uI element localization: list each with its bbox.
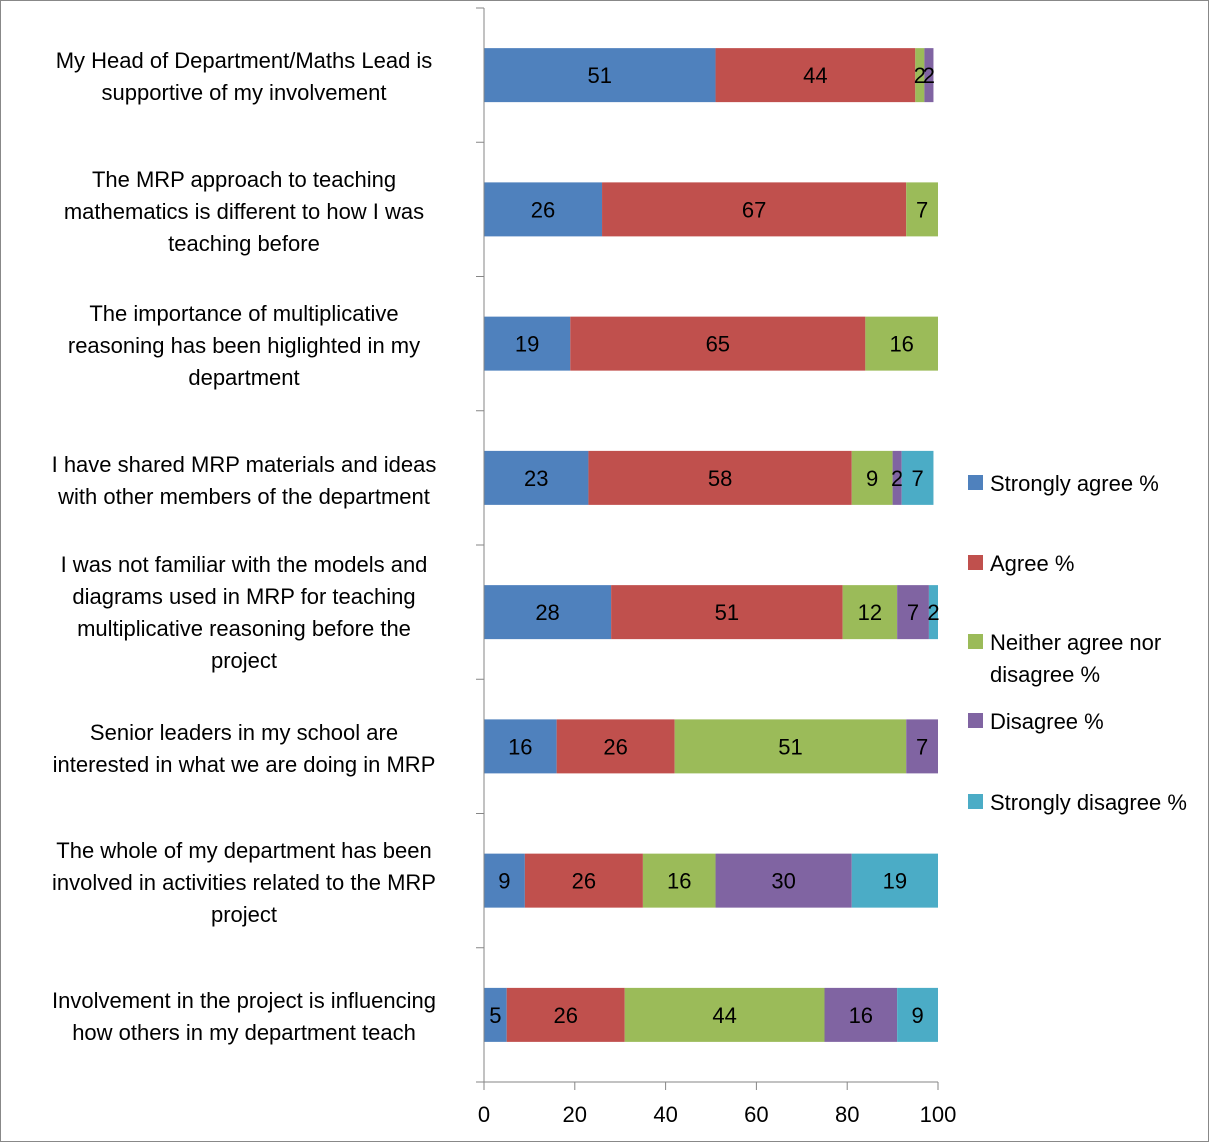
bar-segment [851, 450, 893, 505]
bar-segment [484, 450, 589, 505]
category-label: The whole of my department has been invol… [52, 838, 436, 927]
x-tick-label: 0 [478, 1102, 490, 1127]
data-label: 51 [588, 63, 612, 88]
data-label: 7 [907, 600, 919, 625]
bar-segment [624, 987, 825, 1042]
bar-segment [897, 585, 929, 640]
data-label: 58 [708, 466, 732, 491]
bar-segment [484, 48, 716, 103]
bar-segment [611, 585, 843, 640]
axes: 0 20 40 60 80 100 My Head of Department/Maths … [52, 7, 957, 1127]
bar-segment [865, 316, 938, 371]
data-label: 9 [498, 869, 510, 894]
data-label: 51 [715, 600, 739, 625]
legend-swatch [968, 794, 983, 809]
data-label: 5 [489, 1003, 501, 1028]
legend-label: Strongly agree % [990, 471, 1159, 496]
bar-segment [924, 48, 934, 103]
data-label: 2 [891, 466, 903, 491]
bar-segment [484, 719, 557, 774]
legend-label: Neither agree nor disagree % [990, 630, 1161, 687]
category-label: The importance of multiplicative reasonin… [68, 301, 420, 390]
data-label: 65 [706, 332, 730, 357]
category-label: Senior leaders in my school are intereste… [53, 720, 436, 777]
bar-segment [892, 450, 902, 505]
data-label: 26 [531, 197, 555, 222]
legend-swatch [968, 555, 983, 570]
data-label: 44 [712, 1003, 736, 1028]
data-label: 44 [803, 63, 827, 88]
category-label: I have shared MRP materials and ideas wit… [52, 452, 437, 509]
bar-segment [484, 853, 525, 908]
legend: Strongly agree % Agree % Neither agree nor… [968, 471, 1187, 815]
data-label: 7 [916, 734, 928, 759]
data-label: 26 [553, 1003, 577, 1028]
bar-segment [715, 48, 916, 103]
bar-segment [906, 182, 938, 237]
bar-segment [642, 853, 716, 908]
legend-label: Agree % [990, 551, 1074, 576]
bar-segment [570, 316, 866, 371]
data-label: 30 [771, 869, 795, 894]
x-tick-label: 60 [744, 1102, 768, 1127]
data-label: 16 [849, 1003, 873, 1028]
bar-segment [556, 719, 675, 774]
bar-segment [897, 987, 938, 1042]
bar-segment [842, 585, 898, 640]
legend-label: Strongly disagree % [990, 790, 1187, 815]
bar-segment [915, 48, 925, 103]
data-label: 67 [742, 197, 766, 222]
category-label: I was not familiar with the models and di… [61, 552, 428, 673]
category-label: Involvement in the project is influencin… [52, 988, 436, 1045]
bar-segment [715, 853, 852, 908]
data-label: 9 [866, 466, 878, 491]
data-label: 16 [667, 869, 691, 894]
x-tick-label: 20 [563, 1102, 587, 1127]
bar-segment [484, 316, 571, 371]
bar-segment [824, 987, 898, 1042]
data-label: 2 [923, 63, 935, 88]
data-label: 9 [911, 1003, 923, 1028]
data-label: 16 [508, 734, 532, 759]
x-tick-label: 80 [835, 1102, 859, 1127]
data-label: 2 [914, 63, 926, 88]
bar-segment [524, 853, 643, 908]
bar-segment [906, 719, 938, 774]
bar-segment [674, 719, 907, 774]
category-label: My Head of Department/Maths Lead is suppo… [56, 48, 433, 105]
legend-swatch [968, 634, 983, 649]
data-label: 7 [916, 197, 928, 222]
bar-segment [851, 853, 938, 908]
x-tick-label: 100 [920, 1102, 957, 1127]
bar-segment [928, 585, 938, 640]
legend-label: Disagree % [990, 709, 1104, 734]
bar-segment [484, 585, 612, 640]
x-tick-label: 40 [653, 1102, 677, 1127]
data-label: 23 [524, 466, 548, 491]
category-label: The MRP approach to teaching mathematics … [64, 167, 424, 256]
data-label: 51 [778, 734, 802, 759]
data-label: 28 [535, 600, 559, 625]
bar-segment [506, 987, 625, 1042]
bar-segment [901, 450, 934, 505]
data-label: 26 [603, 734, 627, 759]
bar-segment [588, 450, 852, 505]
data-label: 19 [883, 869, 907, 894]
data-label: 16 [889, 332, 913, 357]
data-label: 26 [572, 869, 596, 894]
legend-swatch [968, 475, 983, 490]
data-label: 2 [927, 600, 939, 625]
bar-segment [484, 182, 603, 237]
legend-swatch [968, 713, 983, 728]
bar-segment [484, 987, 507, 1042]
data-label: 19 [515, 332, 539, 357]
data-label: 12 [858, 600, 882, 625]
data-label: 7 [911, 466, 923, 491]
bar-segment [602, 182, 907, 237]
